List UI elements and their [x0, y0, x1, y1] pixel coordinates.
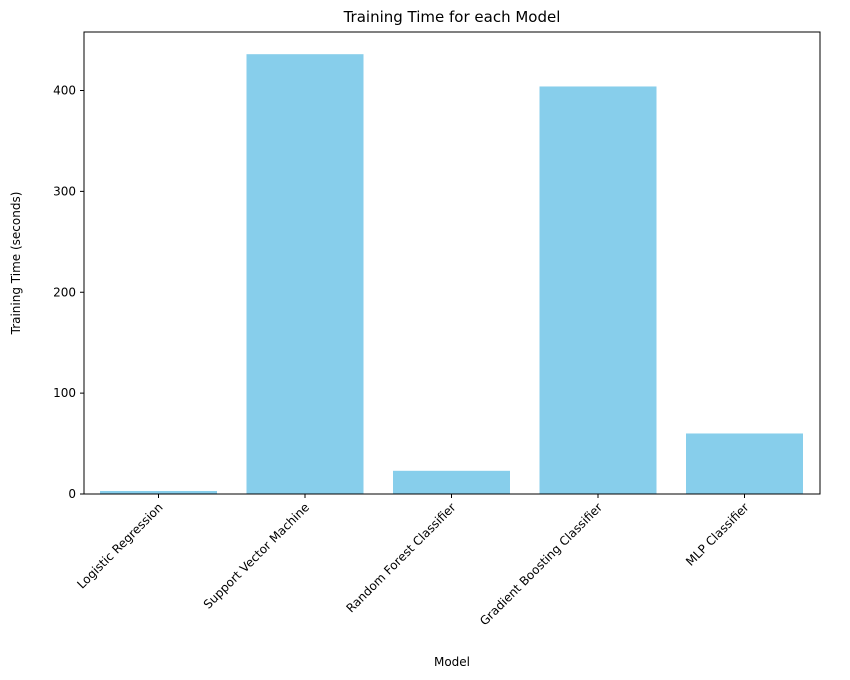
y-axis: 0 100 200 300 400 — [53, 84, 84, 501]
bar-logistic-regression — [100, 490, 217, 494]
x-axis-label: Model — [434, 655, 470, 669]
bar-mlp-classifier — [686, 433, 803, 494]
plot-frame — [83, 31, 821, 495]
bar-support-vector-machine — [246, 54, 364, 494]
y-tick-label: 100 — [53, 386, 76, 400]
y-tick-label: 200 — [53, 285, 76, 299]
y-tick-label: 300 — [53, 184, 76, 198]
bars-layer — [100, 54, 803, 494]
x-tick-label: Support Vector Machine — [201, 500, 312, 611]
x-tick-label: Random Forest Classifier — [343, 500, 458, 615]
y-axis-label: Training Time (seconds) — [9, 192, 23, 336]
bar-random-forest-classifier — [393, 470, 510, 494]
x-tick-label: Logistic Regression — [74, 500, 165, 591]
bar-gradient-boosting-classifier — [539, 86, 657, 494]
x-tick-label: Gradient Boosting Classifier — [477, 500, 605, 628]
chart-title: Training Time for each Model — [343, 8, 561, 26]
y-tick-label: 400 — [53, 84, 76, 98]
x-axis: Logistic Regression Support Vector Machin… — [74, 494, 752, 628]
x-tick-label: MLP Classifier — [683, 500, 752, 569]
y-tick-label: 0 — [68, 487, 76, 501]
